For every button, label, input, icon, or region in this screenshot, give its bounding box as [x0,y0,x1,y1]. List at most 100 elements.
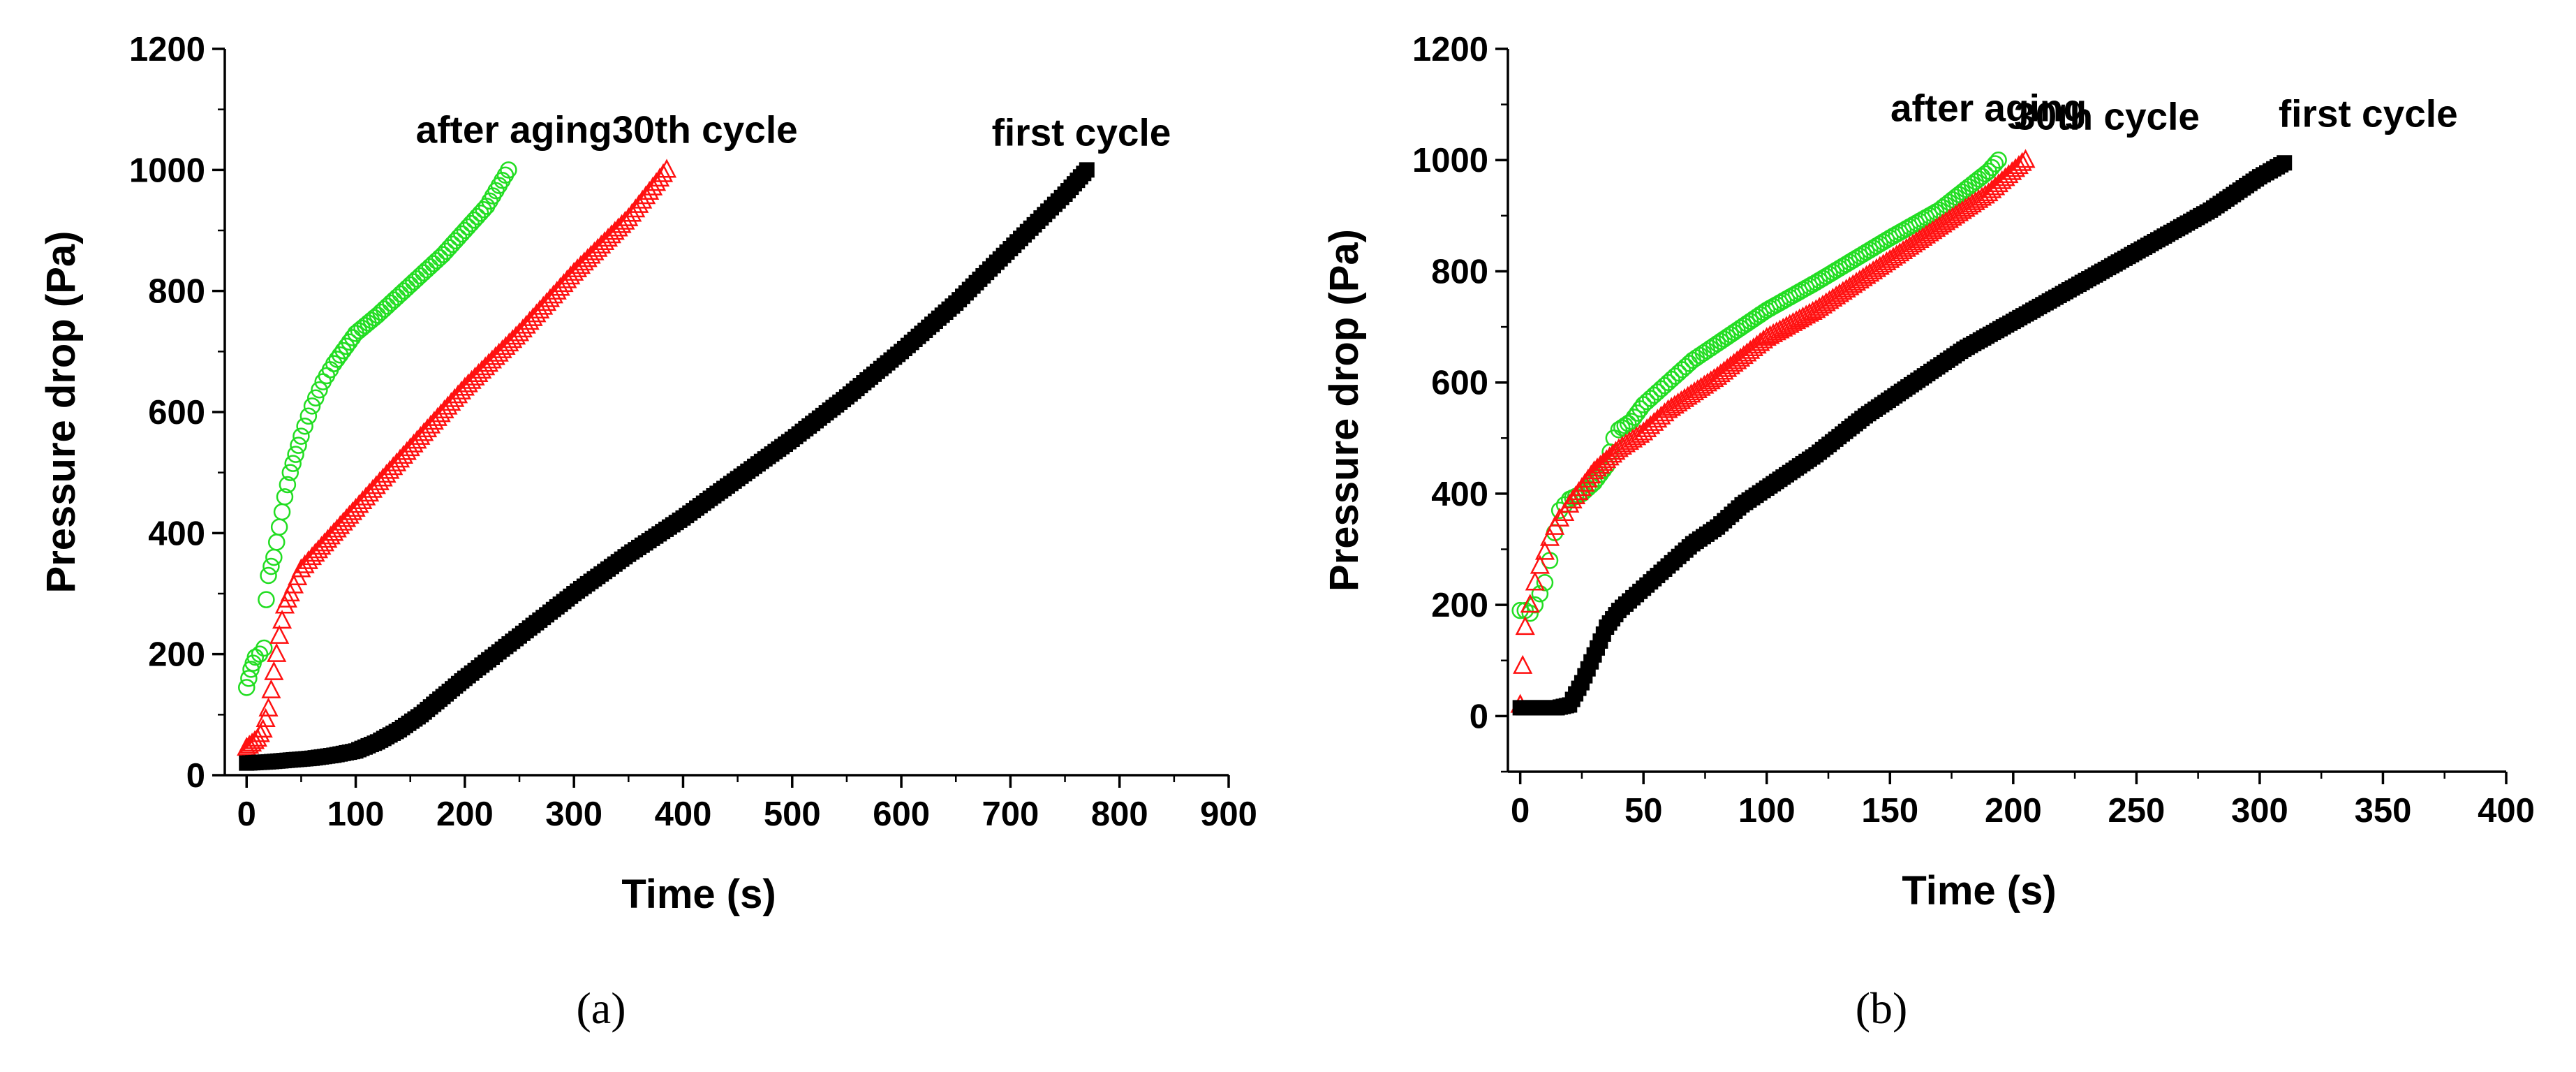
data-point [333,511,353,531]
data-point [1836,278,1856,298]
data-point [273,503,291,521]
data-point [274,594,295,614]
data-point [1530,555,1550,574]
data-point [1539,527,1560,546]
x-tick-label: 300 [545,795,602,833]
data-point [265,548,283,566]
data-point [260,566,277,585]
x-tick-label: 400 [655,795,712,833]
data-point [588,237,608,257]
data-point [1644,411,1664,431]
data-point [1863,260,1883,279]
data-point [1846,272,1867,291]
y-tick-label: 800 [1431,253,1488,291]
data-point [1637,418,1657,437]
data-point [1849,269,1870,289]
data-point [1992,170,2012,189]
data-point [1866,258,1887,277]
data-point [500,161,517,179]
data-point [307,389,325,407]
x-tick-label: 300 [2231,792,2288,830]
y-axis-title: Pressure drop (Pa) [1322,229,1367,592]
data-point [334,342,352,360]
data-point [240,670,258,687]
data-point [1079,162,1095,178]
data-point [296,417,313,435]
data-point [327,518,347,538]
data-point [492,339,512,358]
data-point [468,362,489,382]
y-tick-label: 1200 [129,31,205,68]
data-point [256,639,273,657]
x-tick-label: 700 [982,795,1039,833]
data-point [293,427,310,445]
chart-panel-b: 0 200 400 600 800 1000 1200 0 50 100 150 200 250 300 3… [1322,31,2535,1033]
x-tick-label: 50 [1624,792,1663,830]
data-point [290,436,307,454]
data-point [1870,256,1890,275]
data-point [1525,571,1545,591]
data-point [408,270,426,288]
data-point [1823,287,1843,307]
data-point [1531,585,1549,603]
x-tick-label: 500 [764,795,821,833]
data-point [598,228,619,247]
data-point [331,346,349,364]
series-after-aging [1511,151,2007,622]
data-point [308,539,329,559]
data-point [415,264,432,281]
data-point [238,679,256,696]
data-point [1648,409,1668,428]
data-point [1809,297,1830,316]
y-tick-label: 1000 [1412,142,1488,179]
y-tick-label: 0 [1470,698,1488,735]
data-point [299,407,318,425]
y-tick-label: 1200 [1412,31,1488,68]
data-point [591,234,612,254]
data-point [398,279,416,297]
data-point [395,282,413,300]
data-point [341,333,358,351]
data-point [239,735,260,754]
data-point [564,261,584,281]
data-point [392,285,409,303]
data-point [1511,601,1529,619]
data-point [465,366,485,386]
data-point [261,679,281,698]
data-point [328,351,346,368]
data-point [1623,428,1643,448]
data-point [1615,433,1636,453]
data-point [385,291,403,309]
data-point [458,373,478,392]
data-point [2005,158,2026,177]
data-point [339,504,360,524]
data-point [1856,265,1877,284]
data-point [427,252,445,270]
data-point [475,356,496,376]
data-point [267,534,286,551]
data-point [1619,431,1640,450]
data-point [1634,421,1654,441]
data-point [503,329,523,348]
data-point [369,307,387,324]
data-point [568,258,588,277]
chart-panel-a: 0 200 400 600 800 1000 1200 0 100 200 300 400 500 600… [38,31,1257,1033]
y-axis-title: Pressure drop (Pa) [38,231,84,594]
data-point [264,661,284,680]
data-point [314,532,334,552]
y-tick-label: 0 [186,757,205,795]
data-point [276,488,294,506]
series-first-cycle [1512,155,2293,716]
data-point [303,397,321,415]
data-point [1550,507,1570,527]
x-tick-label: 400 [2478,792,2535,830]
series-annotation: first cycle [992,111,1171,154]
data-point [324,522,344,541]
x-tick-label: 250 [2108,792,2165,830]
data-point [1995,167,2015,186]
series-first-cycle [239,162,1095,771]
data-point [1612,435,1632,455]
data-point [330,515,350,534]
data-point [601,224,621,244]
data-point [272,610,293,629]
